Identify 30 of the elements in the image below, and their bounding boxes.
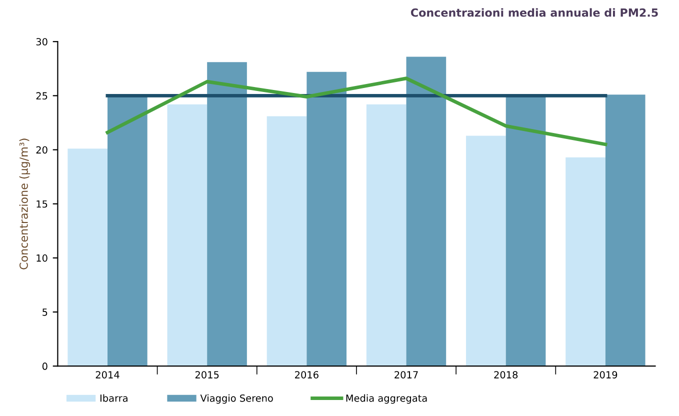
bar: [366, 104, 406, 366]
legend-label: Viaggio Sereno: [200, 394, 273, 404]
y-axis-title: Concentrazione (µg/m³): [19, 138, 30, 270]
bar: [605, 94, 646, 366]
chart-title: Concentrazioni media annuale di PM2.5: [410, 8, 658, 17]
bar: [306, 72, 347, 366]
x-tick-label: 2015: [195, 371, 219, 378]
x-tick-label: 2016: [295, 371, 318, 378]
y-tick-label: 0: [42, 362, 48, 370]
y-tick-label: 5: [42, 308, 48, 316]
bar: [167, 104, 208, 366]
bar: [566, 157, 606, 366]
x-tick-label: 2014: [96, 371, 120, 378]
y-tick-label: 10: [36, 254, 48, 262]
x-tick-label: 2019: [594, 371, 618, 378]
bar: [266, 116, 307, 366]
y-tick-label: 15: [36, 200, 48, 208]
legend-label: Media aggregata: [346, 394, 427, 404]
y-tick-label: 30: [36, 38, 48, 46]
y-tick-label: 20: [36, 146, 48, 154]
bar: [207, 62, 247, 366]
x-tick-label: 2017: [394, 371, 418, 378]
bar: [406, 56, 446, 366]
bar: [68, 148, 108, 366]
legend-label: Ibarra: [100, 394, 128, 402]
bar: [108, 96, 148, 366]
x-tick-label: 2018: [494, 371, 518, 378]
y-tick-label: 25: [36, 92, 48, 100]
line-series: [106, 76, 608, 146]
bar: [466, 136, 506, 366]
